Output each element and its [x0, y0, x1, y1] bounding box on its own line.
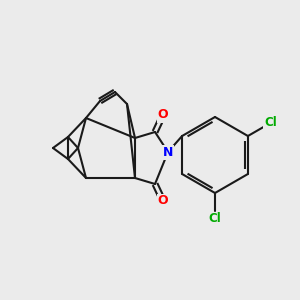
Text: Cl: Cl — [208, 212, 221, 226]
Text: O: O — [158, 194, 168, 208]
Text: O: O — [158, 109, 168, 122]
Text: Cl: Cl — [264, 116, 277, 130]
Text: N: N — [163, 146, 173, 158]
